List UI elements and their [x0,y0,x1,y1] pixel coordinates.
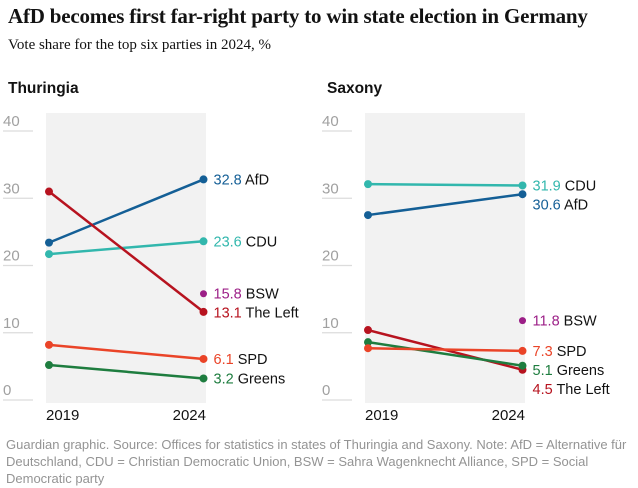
y-tick-label: 20 [322,248,339,265]
source-note: Guardian graphic. Source: Offices for st… [6,437,627,486]
end-label-name: The Left [553,382,610,398]
end-label-cdu: 23.6 CDU [214,234,278,250]
plot-area [365,113,525,403]
y-tick-label: 10 [322,315,339,332]
end-label-name: Greens [234,371,286,387]
end-label-name: CDU [561,178,596,194]
end-label-name: AfD [242,172,269,188]
dot-greens-2024 [518,361,527,370]
dot-afd-2019 [364,211,372,220]
end-label-bsw: 11.8 BSW [533,314,598,330]
end-label-name: Greens [553,363,605,379]
dot-greens-2024 [199,374,208,383]
chart-card: AfD becomes first far-right party to win… [0,4,638,486]
end-label-name: BSW [242,287,279,303]
dot-afd-2024 [199,175,208,184]
dot-cdu-2024 [199,237,208,246]
chart-panels: Thuringia 40 30 20 10 0 32.8 AfD 23.6 CDU 15.8 … [0,78,638,434]
end-label-spd: 7.3 SPD [533,344,587,360]
end-label-afd: 30.6 AfD [533,197,589,213]
line-the-left [48,190,205,313]
end-label-value: 30.6 [533,197,561,213]
dot-the-left-2019 [45,187,53,196]
plot-area [46,113,206,403]
dot-the-left-2019 [364,326,372,335]
dot-spd-2024 [199,354,208,363]
panel-saxony: Saxony 40 30 20 10 0 31.9 CDU 30.6 AfD 11.8 BSW… [319,78,638,434]
dot-afd-2019 [45,238,53,247]
dot-bsw-2024 [200,290,207,298]
end-label-bsw: 15.8 BSW [214,287,280,303]
y-tick-label: 30 [322,180,339,197]
end-label-spd: 6.1 SPD [214,352,268,368]
end-label-name: SPD [234,352,268,368]
dot-bsw-2024 [519,317,526,325]
end-label-value: 15.8 [214,287,242,303]
line-greens [367,340,523,367]
end-label-name: AfD [561,197,588,213]
panel-title-thuringia: Thuringia [8,80,79,97]
y-tick-label: 30 [3,180,20,197]
dot-cdu-2019 [364,180,372,189]
end-label-the-left: 13.1 The Left [214,306,299,322]
end-label-value: 31.9 [533,178,561,194]
line-spd [48,343,204,361]
end-label-name: SPD [553,344,587,360]
dot-cdu-2019 [45,250,53,259]
y-tick-label: 10 [3,315,20,332]
line-spd [367,346,523,353]
line-cdu [48,240,204,256]
chart-title: AfD becomes first far-right party to win… [8,4,588,28]
dot-the-left-2024 [199,307,208,316]
y-tick-label: 0 [322,382,330,399]
dot-spd-2019 [45,340,53,349]
end-label-value: 7.3 [533,344,553,360]
chart-subtitle: Vote share for the top six parties in 20… [8,37,272,53]
end-label-the-left: 4.5 The Left [533,382,610,398]
end-label-name: CDU [242,234,277,250]
end-label-afd: 32.8 AfD [214,172,270,188]
end-label-value: 11.8 [533,314,560,330]
x-label-2019: 2019 [46,407,79,424]
y-tick-label: 0 [3,382,11,399]
end-label-name: BSW [560,314,597,330]
x-label-2024: 2024 [173,407,206,424]
end-label-value: 5.1 [533,363,553,379]
dot-spd-2024 [518,346,527,355]
end-label-value: 32.8 [214,172,242,188]
dot-cdu-2024 [518,181,527,190]
y-tick-label: 40 [3,113,20,130]
line-greens [48,363,204,380]
dot-afd-2024 [518,190,527,199]
line-afd [367,192,523,217]
x-label-2019: 2019 [365,407,398,424]
end-label-name: The Left [242,306,299,322]
dot-greens-2019 [45,361,53,370]
end-label-value: 3.2 [214,371,234,387]
end-label-greens: 3.2 Greens [214,371,286,387]
line-afd [48,178,204,244]
dot-greens-2019 [364,338,372,347]
dot-spd-2019 [364,344,372,353]
y-tick-label: 20 [3,248,20,265]
panel-thuringia: Thuringia 40 30 20 10 0 32.8 AfD 23.6 CDU 15.8 … [0,78,319,434]
line-cdu [367,182,523,187]
x-label-2024: 2024 [492,407,525,424]
end-label-value: 13.1 [214,306,242,322]
end-label-value: 4.5 [533,382,553,398]
y-tick-label: 40 [322,113,339,130]
end-label-value: 23.6 [214,234,242,250]
end-label-greens: 5.1 Greens [533,363,605,379]
end-label-cdu: 31.9 CDU [533,178,597,194]
end-label-value: 6.1 [214,352,234,368]
panel-title-saxony: Saxony [327,80,383,97]
